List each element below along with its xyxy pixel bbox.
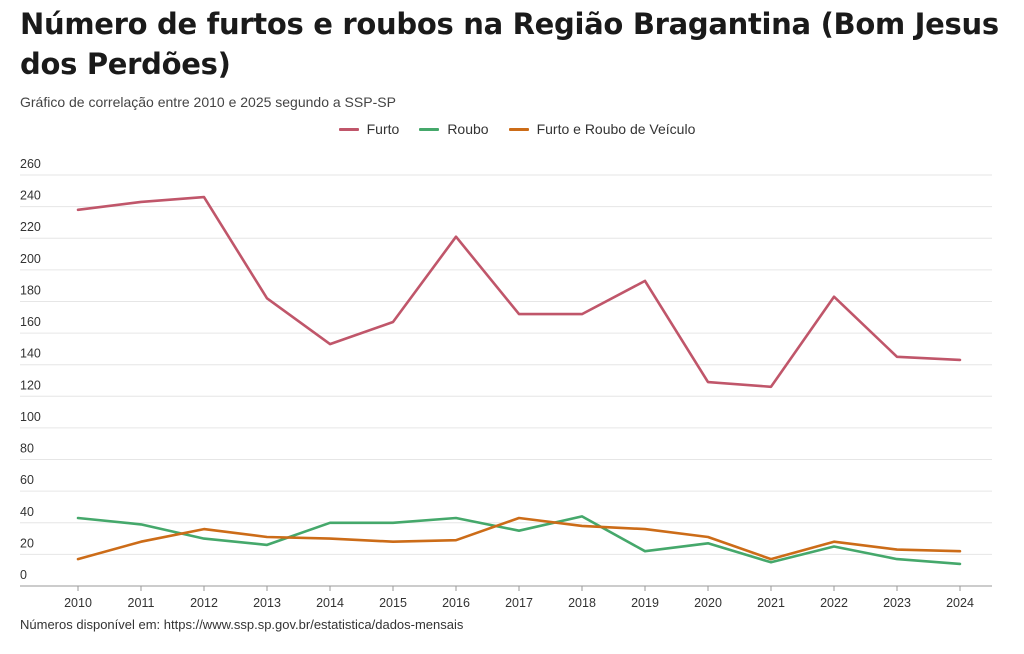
legend-item-furto-e-roubo-de-veiculo: Furto e Roubo de Veículo: [508, 121, 696, 137]
y-tick-label-0: 0: [20, 568, 27, 582]
series-line-furto-e-roubo-de-veiculo: [76, 516, 962, 561]
y-tick-label-220: 220: [20, 220, 41, 234]
x-tick-label-2018: 2018: [568, 596, 596, 610]
y-tick-label-20: 20: [20, 536, 34, 550]
line-chart: 0 20 40 60 80 100 120 140 160 180 200 220 240 260 2010…: [20, 157, 992, 610]
legend-label: Furto e Roubo de Veículo: [536, 121, 696, 137]
x-tick-label-2024: 2024: [946, 596, 974, 610]
legend-label: Roubo: [447, 121, 489, 137]
y-tick-label-240: 240: [20, 189, 41, 203]
legend-label: Furto: [366, 121, 400, 137]
legend: Furto Roubo Furto e Roubo de Veículo: [0, 121, 1024, 137]
series-line-furto: [76, 195, 962, 389]
y-tick-label-160: 160: [20, 315, 41, 329]
legend-swatch: [419, 127, 440, 131]
y-tick-label-120: 120: [20, 378, 41, 392]
legend-item-furto: Furto: [338, 121, 400, 137]
y-tick-label-180: 180: [20, 283, 41, 297]
x-tick-label-2019: 2019: [631, 596, 659, 610]
y-tick-label-60: 60: [20, 473, 34, 487]
y-tick-label-260: 260: [20, 157, 41, 171]
x-tick-label-2012: 2012: [190, 596, 218, 610]
chart-title: Número de furtos e roubos na Região Brag…: [20, 7, 999, 81]
legend-item-roubo: Roubo: [419, 121, 489, 137]
chart-subtitle: Gráfico de correlação entre 2010 e 2025 …: [20, 94, 396, 110]
x-tick-label-2011: 2011: [128, 596, 155, 610]
x-tick-label-2015: 2015: [379, 596, 407, 610]
y-tick-label-40: 40: [20, 505, 34, 519]
x-tick-label-2022: 2022: [820, 596, 848, 610]
x-tick-label-2017: 2017: [505, 596, 533, 610]
series-line-roubo: [76, 515, 962, 566]
y-tick-label-100: 100: [20, 410, 41, 424]
x-tick-label-2023: 2023: [883, 596, 911, 610]
y-tick-label-200: 200: [20, 252, 41, 266]
source-note: Números disponível em: https://www.ssp.s…: [20, 617, 464, 632]
legend-swatch: [508, 127, 529, 131]
x-tick-label-2020: 2020: [694, 596, 722, 610]
y-tick-label-80: 80: [20, 442, 34, 456]
y-tick-label-140: 140: [20, 347, 41, 361]
x-tick-label-2016: 2016: [442, 596, 470, 610]
x-tick-label-2021: 2021: [757, 596, 785, 610]
x-tick-label-2010: 2010: [64, 596, 92, 610]
x-tick-label-2014: 2014: [316, 596, 344, 610]
x-tick-label-2013: 2013: [253, 596, 281, 610]
legend-swatch: [338, 127, 359, 131]
